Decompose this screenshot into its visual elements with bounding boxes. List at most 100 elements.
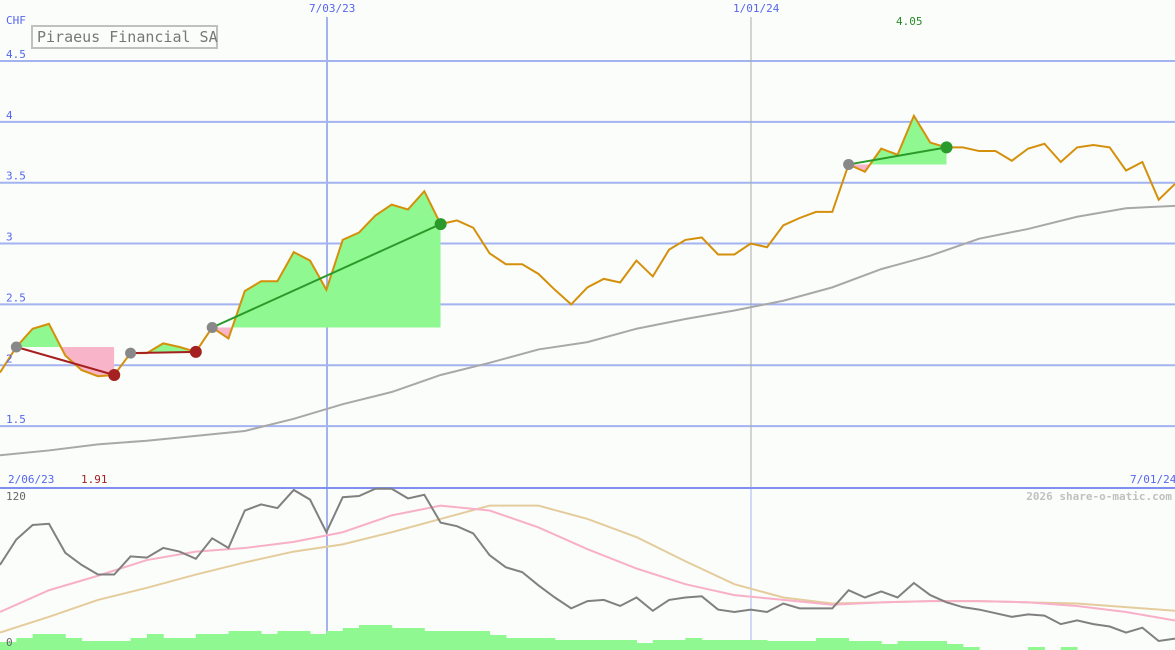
y-tick-label: 3.5	[6, 170, 26, 183]
volume-bar	[718, 640, 735, 650]
volume-bar	[603, 640, 621, 650]
volume-bar	[473, 631, 491, 650]
oscillator-line	[0, 487, 1175, 643]
volume-bar	[146, 634, 164, 650]
volume-bar	[734, 640, 752, 650]
gain-area	[130, 343, 196, 354]
exit-marker	[434, 218, 447, 231]
volume-bar	[228, 631, 246, 650]
volume-bar	[375, 625, 393, 650]
x-label-mid1: 7/03/23	[309, 2, 355, 15]
trade-line	[16, 346, 115, 376]
volume-bar	[848, 641, 866, 650]
volume-bar	[261, 634, 278, 650]
volume-bar	[342, 628, 360, 650]
series-lines	[0, 113, 1175, 643]
volume-bar	[163, 638, 181, 650]
unit-label: CHF	[6, 14, 26, 27]
volume-bars	[0, 625, 1078, 650]
entry-marker	[125, 347, 137, 359]
volume-bar	[832, 638, 850, 650]
volume-bar	[538, 638, 556, 650]
volume-bar	[244, 631, 262, 650]
y-tick-label: 3	[6, 231, 13, 244]
volume-bar	[685, 638, 703, 650]
trade-fills	[16, 115, 947, 377]
volume-bar	[962, 647, 980, 650]
loss-area	[848, 164, 947, 172]
volume-bar	[799, 641, 817, 650]
y-tick-label: 2	[6, 352, 13, 365]
volume-bar	[930, 641, 948, 650]
volume-bar	[505, 638, 523, 650]
moving-average-line	[0, 204, 1175, 457]
volume-bar	[1028, 647, 1045, 650]
volume-bar	[0, 642, 17, 650]
trade-line	[848, 146, 947, 166]
volume-bar	[440, 631, 458, 650]
y-tick-label: 1.5	[6, 413, 26, 426]
volume-bar	[881, 644, 899, 650]
trade-line	[211, 223, 442, 329]
volume-bar	[359, 625, 376, 650]
volume-bar	[571, 640, 588, 650]
volume-bar	[750, 640, 768, 650]
gain-area	[212, 191, 441, 328]
x-label-mid2: 1/01/24	[733, 2, 780, 15]
volume-bar	[81, 641, 99, 650]
price-line	[0, 113, 1175, 378]
volume-bar	[522, 638, 540, 650]
volume-bar	[489, 635, 507, 650]
volume-bar	[114, 641, 132, 650]
entry-marker	[843, 158, 855, 170]
max-price-label: 4.05	[896, 15, 923, 28]
volume-bar	[48, 634, 66, 650]
volume-bar	[130, 638, 148, 650]
x-label-end: 7/01/24	[1130, 473, 1175, 486]
exit-marker	[108, 368, 121, 381]
volume-bar	[669, 640, 686, 650]
trade-line	[130, 350, 196, 355]
volume-bar	[391, 628, 409, 650]
volume-bar	[212, 634, 229, 650]
entry-marker	[10, 341, 22, 353]
volume-bar	[456, 631, 474, 650]
chart-title: Piraeus Financial SA	[37, 28, 218, 46]
indicator-tick-0: 0	[6, 636, 13, 649]
exit-marker	[189, 345, 202, 358]
volume-bar	[179, 638, 197, 650]
indicator-tick-120: 120	[6, 490, 26, 503]
chart-title-box: Piraeus Financial SA	[31, 25, 218, 49]
volume-bar	[783, 641, 801, 650]
axis-labels: CHF 7/03/23 1/01/24 2/06/23 7/01/24 4.05…	[6, 2, 1175, 649]
min-price-label: 1.91	[81, 473, 108, 486]
grid-lines	[0, 17, 1175, 650]
volume-bar	[652, 640, 670, 650]
volume-bar	[815, 638, 833, 650]
volume-bar	[293, 631, 311, 650]
gain-area	[16, 323, 115, 347]
volume-bar	[407, 628, 425, 650]
y-tick-label: 4	[6, 109, 13, 122]
volume-bar	[16, 638, 34, 650]
x-label-start: 2/06/23	[8, 473, 54, 486]
volume-bar	[554, 640, 572, 650]
volume-bar	[65, 638, 83, 650]
volume-bar	[97, 641, 115, 650]
volume-bar	[701, 640, 719, 650]
volume-bar	[326, 631, 344, 650]
volume-bar	[32, 634, 50, 650]
volume-bar	[913, 641, 931, 650]
volume-bar	[277, 631, 295, 650]
trade-markers	[10, 141, 953, 381]
volume-bar	[1060, 647, 1078, 650]
volume-bar	[587, 640, 605, 650]
volume-bar	[946, 644, 964, 650]
y-tick-label: 4.5	[6, 48, 26, 61]
watermark: 2026 share-o-matic.com	[1026, 490, 1172, 503]
volume-bar	[424, 631, 442, 650]
volume-bar	[636, 643, 654, 650]
volume-bar	[620, 640, 637, 650]
exit-marker	[940, 141, 953, 154]
